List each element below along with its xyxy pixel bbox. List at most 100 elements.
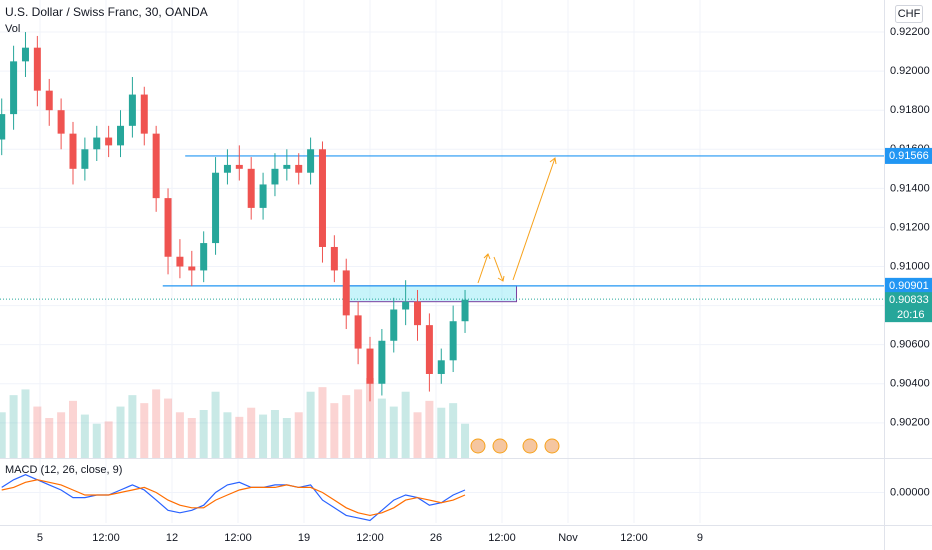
candle-body — [342, 270, 350, 316]
macd-line — [1, 474, 466, 522]
volume-bar — [21, 389, 30, 458]
volume-bar — [92, 423, 101, 458]
volume-bar — [259, 414, 268, 458]
candle-body — [188, 266, 196, 271]
volume-layer — [0, 378, 470, 458]
macd-label: MACD (12, 26, close, 9) — [5, 464, 122, 476]
y-tick-label: 0.91400 — [890, 182, 930, 194]
y-tick-label: 0.90200 — [890, 417, 930, 429]
volume-bar — [235, 416, 244, 458]
candle-body — [295, 164, 303, 173]
volume-bar — [437, 407, 446, 458]
price-label: 0.91566 — [889, 150, 929, 162]
volume-bar — [199, 410, 208, 458]
candle-body — [81, 149, 89, 169]
candle-body — [0, 114, 6, 140]
volume-bar — [187, 418, 196, 458]
candle-body — [378, 340, 386, 384]
arrow — [512, 157, 557, 281]
candle-body — [128, 94, 136, 126]
candle-body — [259, 184, 267, 208]
candle-body — [93, 137, 101, 150]
candle-body — [390, 309, 398, 341]
candle-body — [176, 256, 184, 267]
candle-body — [402, 301, 410, 310]
volume-bar — [211, 391, 220, 458]
price-label-bg — [885, 147, 932, 164]
candle-body — [354, 315, 362, 349]
event-icon — [492, 438, 508, 454]
arrow — [477, 253, 491, 284]
candle-body — [271, 168, 279, 185]
candle-body — [283, 164, 291, 169]
y-tick-label: 0.90600 — [890, 339, 930, 351]
plot-layer — [0, 32, 884, 522]
volume-bar — [306, 391, 315, 458]
candle-body — [437, 360, 445, 374]
price-label-bg — [885, 277, 932, 294]
candle-body — [57, 110, 65, 134]
volume-bar — [342, 395, 351, 458]
volume-bar — [57, 412, 66, 458]
volume-bar — [294, 412, 303, 458]
volume-bar — [80, 414, 89, 458]
event-icon — [544, 438, 560, 454]
arrow — [493, 256, 505, 282]
x-tick-label: Nov — [558, 532, 578, 544]
volume-bar — [389, 406, 398, 458]
candle-body — [45, 90, 53, 111]
volume-bar — [152, 389, 161, 458]
x-tick-label: 12:00 — [224, 532, 252, 544]
event-icon — [522, 438, 538, 454]
zone — [344, 285, 518, 303]
candle-body — [21, 47, 29, 62]
volume-label: Vol — [5, 23, 20, 35]
volume-bar — [104, 421, 113, 458]
axis-layer: 0.922000.920000.918000.916000.914000.912… — [37, 26, 932, 544]
x-tick-label: 5 — [37, 532, 43, 544]
volume-bar — [33, 406, 42, 458]
candle-body — [461, 299, 469, 322]
volume-bar — [0, 412, 6, 458]
candle-body — [212, 172, 220, 244]
volume-bar — [9, 395, 18, 458]
countdown: 20:16 — [897, 309, 925, 321]
x-tick-label: 9 — [697, 532, 703, 544]
volume-bar — [140, 403, 149, 458]
chart-title: U.S. Dollar / Swiss Franc, 30, OANDA — [5, 5, 208, 19]
projection-arrows — [477, 157, 557, 284]
x-tick-label: 12:00 — [488, 532, 516, 544]
candle-body — [449, 321, 457, 361]
candle-body — [140, 94, 148, 134]
currency-button[interactable] — [895, 5, 923, 23]
volume-bar — [425, 400, 434, 458]
y-tick-label: 0.92000 — [890, 65, 930, 77]
candle-body — [69, 133, 77, 169]
y-tick-label: 0.91000 — [890, 260, 930, 272]
y-tick-label: 0.91200 — [890, 221, 930, 233]
x-tick-label: 12:00 — [92, 532, 120, 544]
candle-body — [152, 133, 160, 199]
volume-bar — [45, 418, 54, 458]
candle-body — [307, 149, 315, 173]
volume-bar — [128, 395, 137, 458]
x-tick-label: 12 — [166, 532, 178, 544]
volume-bar — [365, 378, 374, 458]
volume-bar — [461, 423, 470, 458]
candle-body — [414, 301, 422, 326]
volume-bar — [270, 410, 279, 458]
candle-body — [200, 243, 208, 271]
candle-body — [33, 47, 41, 91]
candle-body — [247, 168, 255, 208]
volume-bar — [68, 400, 77, 458]
candle-body — [164, 198, 172, 257]
candle-body — [366, 348, 374, 384]
currency-label: CHF — [898, 8, 921, 20]
volume-bar — [223, 412, 232, 458]
candle-body — [318, 149, 326, 247]
volume-bar — [282, 418, 291, 458]
x-tick-label: 26 — [430, 532, 442, 544]
event-icons — [470, 438, 560, 454]
